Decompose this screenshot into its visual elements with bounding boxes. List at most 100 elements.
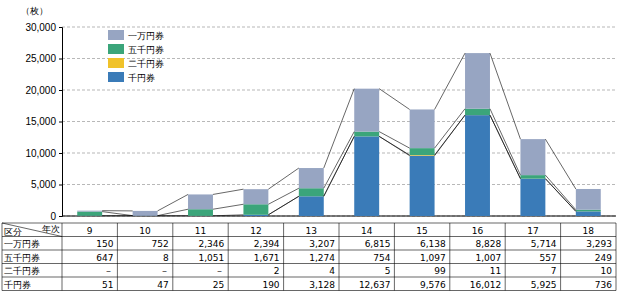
series-line bbox=[268, 196, 298, 215]
data-label: 99 bbox=[434, 266, 446, 276]
data-label: 3,207 bbox=[309, 239, 335, 249]
bar bbox=[576, 210, 601, 212]
data-label: 1,097 bbox=[420, 253, 446, 263]
series-line bbox=[545, 139, 575, 189]
tick-label: 5,000 bbox=[31, 179, 56, 190]
bar bbox=[243, 189, 268, 204]
data-label: 6,815 bbox=[365, 239, 391, 249]
category-label: 15 bbox=[416, 226, 427, 236]
tick-label: 15,000 bbox=[25, 116, 56, 127]
series-line bbox=[490, 109, 520, 175]
table-line bbox=[62, 223, 63, 291]
data-label: 5,925 bbox=[531, 280, 557, 290]
bar bbox=[243, 204, 268, 215]
grid bbox=[62, 27, 616, 216]
bar bbox=[299, 168, 324, 188]
series-line bbox=[324, 136, 354, 196]
tick: 10,000 bbox=[25, 148, 62, 159]
table-line bbox=[339, 223, 340, 291]
data-label: 3,128 bbox=[309, 280, 335, 290]
series-line bbox=[435, 53, 465, 109]
table-line bbox=[616, 223, 617, 291]
category-label: 18 bbox=[583, 226, 595, 236]
bar bbox=[77, 212, 102, 216]
bar bbox=[520, 175, 545, 179]
table-line bbox=[2, 263, 616, 264]
data-label: 25 bbox=[213, 280, 224, 290]
tick: 5,000 bbox=[31, 179, 62, 190]
data-label: － bbox=[104, 266, 113, 276]
series-line bbox=[490, 53, 520, 139]
tick-label: 30,000 bbox=[25, 22, 56, 33]
tick-mark bbox=[59, 185, 62, 186]
data-label: 8 bbox=[163, 253, 169, 263]
y-axis: 05,00010,00015,00020,00025,00030,000 bbox=[25, 22, 62, 222]
bar bbox=[299, 196, 324, 216]
data-label: 5 bbox=[385, 266, 391, 276]
table-line bbox=[117, 223, 118, 291]
series-line bbox=[324, 89, 354, 168]
tick: 20,000 bbox=[25, 85, 62, 96]
data-label: 752 bbox=[152, 239, 169, 249]
legend: 一万円券五千円券二千円券千円券 bbox=[108, 30, 164, 83]
row-label: 一万円券 bbox=[4, 239, 40, 249]
series-line bbox=[435, 115, 465, 156]
table-line bbox=[2, 223, 3, 291]
table-line bbox=[283, 223, 284, 291]
bar bbox=[410, 148, 435, 155]
chart: 05,00010,00015,00020,00025,00030,000（枚）一… bbox=[0, 0, 620, 292]
bar bbox=[354, 89, 379, 132]
bar bbox=[133, 211, 158, 216]
table-line bbox=[2, 223, 62, 237]
bar bbox=[77, 210, 102, 212]
data-label: 47 bbox=[157, 280, 168, 290]
category-label: 13 bbox=[306, 226, 317, 236]
row-label: 千円券 bbox=[4, 280, 31, 290]
series-line bbox=[324, 132, 354, 189]
data-label: 2 bbox=[274, 266, 280, 276]
data-label: 1,274 bbox=[309, 253, 335, 263]
table-line bbox=[2, 223, 616, 224]
tick: 15,000 bbox=[25, 116, 62, 127]
series-line bbox=[379, 136, 409, 155]
series-line bbox=[102, 212, 132, 216]
table-header: 年次 bbox=[42, 224, 60, 234]
table-line bbox=[2, 250, 616, 251]
table-line bbox=[172, 223, 173, 291]
bar bbox=[465, 109, 490, 115]
data-label: 1,007 bbox=[475, 253, 501, 263]
bar bbox=[410, 109, 435, 148]
legend-swatch bbox=[108, 58, 124, 68]
data-label: 8,828 bbox=[475, 239, 501, 249]
bar bbox=[465, 53, 490, 109]
category-label: 9 bbox=[87, 226, 93, 236]
data-label: 754 bbox=[373, 253, 390, 263]
series-line bbox=[324, 136, 354, 196]
grid-line bbox=[62, 121, 616, 122]
legend-swatch bbox=[108, 30, 124, 40]
table-line bbox=[505, 223, 506, 291]
tick-label: 20,000 bbox=[25, 85, 56, 96]
series-line bbox=[213, 204, 243, 209]
table-line bbox=[228, 223, 229, 291]
series-line bbox=[435, 115, 465, 155]
data-label: 1,671 bbox=[254, 253, 280, 263]
tick-label: 10,000 bbox=[25, 148, 56, 159]
category-label: 16 bbox=[472, 226, 484, 236]
table-header: 区分 bbox=[4, 227, 22, 237]
series-line bbox=[158, 209, 188, 215]
bar bbox=[299, 188, 324, 196]
series-line bbox=[213, 215, 243, 216]
tick-mark bbox=[59, 216, 62, 217]
data-label: － bbox=[215, 266, 224, 276]
data-table: 区分年次9101112131415161718一万円券1507522,3462,… bbox=[2, 223, 616, 291]
data-label: 2,346 bbox=[198, 239, 224, 249]
tick-label: 0 bbox=[50, 211, 56, 222]
bar bbox=[576, 189, 601, 210]
table-line bbox=[560, 223, 561, 291]
tick-mark bbox=[59, 27, 62, 28]
legend-label: 五千円券 bbox=[128, 45, 164, 55]
data-label: 5,714 bbox=[531, 239, 557, 249]
data-label: 9,576 bbox=[420, 280, 446, 290]
row-label: 五千円券 bbox=[4, 253, 40, 263]
